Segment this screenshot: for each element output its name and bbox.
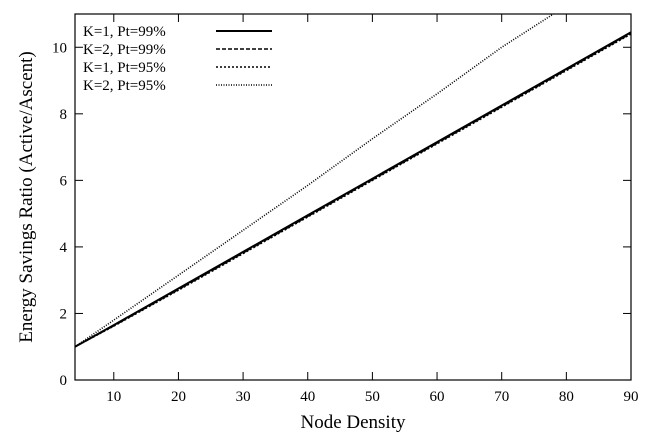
series-lines — [75, 14, 631, 348]
x-tick-label: 30 — [236, 389, 251, 405]
plot-frame — [74, 13, 632, 381]
x-tick-label: 70 — [494, 389, 509, 405]
x-tick-label: 90 — [624, 389, 639, 405]
legend-label: K=2, Pt=99% — [83, 42, 166, 58]
legend-label: K=1, Pt=99% — [83, 24, 166, 40]
y-tick-label: 2 — [60, 306, 68, 322]
y-tick-label: 6 — [60, 173, 68, 189]
y-tick-label: 4 — [60, 240, 68, 256]
x-tick-label: 40 — [300, 389, 315, 405]
y-axis-title: Energy Savings Ratio (Active/Ascent) — [16, 51, 37, 342]
x-tick-label: 10 — [106, 389, 121, 405]
y-tick-label: 10 — [52, 40, 67, 56]
series-line-3 — [75, 33, 631, 348]
legend-label: K=1, Pt=95% — [83, 60, 166, 76]
series-line-4 — [75, 14, 554, 348]
x-axis-title: Node Density — [300, 412, 406, 433]
y-tick-label: 0 — [60, 373, 68, 389]
legend-label: K=2, Pt=95% — [83, 78, 166, 94]
y-axis-ticks: 0 2 4 6 8 10 — [52, 40, 631, 389]
x-tick-label: 60 — [430, 389, 445, 405]
x-tick-label: 50 — [365, 389, 380, 405]
x-axis-ticks: 10 20 30 40 50 60 70 80 90 — [106, 14, 639, 405]
y-tick-label: 8 — [60, 107, 68, 123]
legend: K=1, Pt=99% K=2, Pt=99% K=1, Pt=95% K=2, Pt… — [83, 24, 272, 94]
x-tick-label: 80 — [559, 389, 574, 405]
x-tick-label: 20 — [171, 389, 186, 405]
